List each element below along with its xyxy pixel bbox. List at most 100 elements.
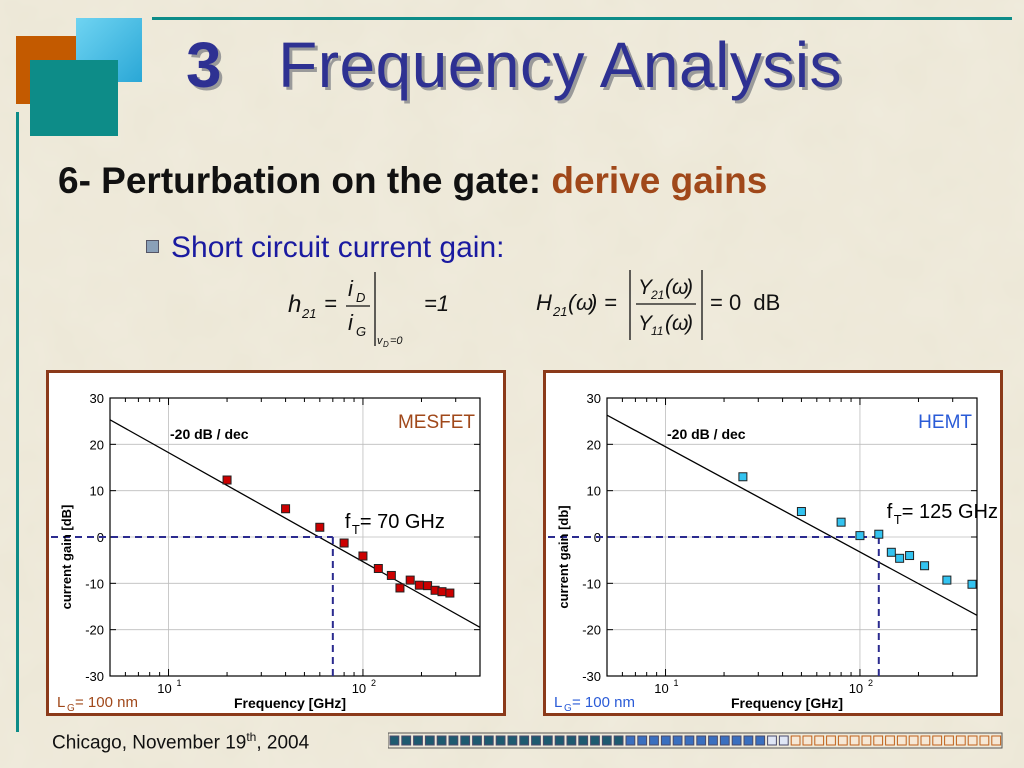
y-tick-label: -20 — [582, 623, 601, 638]
svg-text:21: 21 — [301, 306, 316, 321]
bullet-text: Short circuit current gain: — [171, 231, 505, 264]
svg-text:(: ( — [568, 290, 578, 315]
gate-length-subscript: G — [67, 703, 75, 713]
svg-text:=: = — [324, 291, 337, 316]
title-text: Frequency Analysis — [278, 29, 843, 101]
progress-cell — [601, 735, 612, 746]
data-point — [967, 579, 977, 589]
x-tick-label-exponent: 1 — [674, 678, 679, 688]
decor-line-top — [152, 17, 1012, 20]
ft-label-value: = 125 GHz — [902, 501, 998, 523]
H21-result: = 0 dB — [710, 290, 780, 315]
y-tick-label: -30 — [85, 669, 104, 684]
ft-label-subscript: T — [352, 522, 360, 537]
progress-cell — [696, 735, 707, 746]
data-point — [386, 570, 396, 580]
svg-text:h: h — [288, 291, 301, 318]
progress-cell — [424, 735, 435, 746]
footer-city: Chicago, November 19 — [52, 732, 247, 754]
progress-cell — [767, 735, 777, 746]
plot-frame — [606, 397, 978, 677]
progress-cell — [672, 735, 683, 746]
svg-text:): ) — [683, 312, 693, 335]
svg-text:=: = — [604, 290, 617, 315]
section-heading-prefix: 6- Perturbation on the gate: — [58, 160, 552, 201]
progress-cell — [460, 735, 471, 746]
svg-text:i: i — [348, 276, 354, 301]
progress-cell — [542, 735, 553, 746]
progress-cell — [873, 735, 884, 746]
data-point — [405, 575, 415, 585]
x-axis-label: Frequency [GHz] — [731, 695, 843, 711]
progress-cell — [743, 735, 754, 746]
progress-cell — [778, 735, 789, 746]
plot-frame — [109, 397, 481, 677]
x-tick-label: 10 — [352, 681, 366, 696]
gate-length-value: = 100 nm — [75, 694, 138, 711]
progress-cell — [731, 735, 742, 746]
x-axis-label: Frequency [GHz] — [234, 695, 346, 711]
progress-cell — [625, 735, 636, 746]
y-tick-label: -20 — [85, 623, 104, 638]
bullet-square-icon — [146, 240, 159, 253]
data-point — [315, 522, 325, 532]
gate-length-value: = 100 nm — [572, 694, 635, 711]
progress-cell — [932, 735, 943, 746]
data-point — [942, 575, 952, 585]
progress-cell — [979, 735, 990, 746]
progress-cell — [531, 735, 541, 746]
progress-cell — [885, 735, 895, 746]
progress-cell — [991, 735, 1002, 746]
svg-text:D: D — [383, 340, 389, 349]
progress-cell — [578, 735, 589, 746]
svg-text:H: H — [536, 290, 552, 315]
svg-text:(: ( — [665, 276, 674, 299]
data-point — [445, 588, 455, 598]
progress-cell — [908, 735, 919, 746]
gate-length-subscript: G — [564, 703, 572, 713]
data-point — [437, 587, 447, 597]
progress-cell — [649, 735, 659, 746]
decor-line-left — [16, 112, 19, 732]
progress-cell — [814, 735, 825, 746]
footer-year: , 2004 — [256, 732, 310, 754]
progress-cell — [684, 735, 695, 746]
footer-superscript: th — [246, 730, 257, 744]
progress-cell — [613, 735, 624, 746]
fit-line — [607, 414, 977, 616]
svg-text:G: G — [356, 324, 366, 339]
x-tick-label-exponent: 1 — [177, 678, 182, 688]
bullet-item: Short circuit current gain: — [146, 231, 504, 265]
progress-cell — [413, 735, 423, 746]
y-tick-label: -30 — [582, 669, 601, 684]
page-title: 3 Frequency Analysis — [186, 28, 842, 102]
data-point — [414, 580, 424, 590]
svg-text:v: v — [377, 335, 384, 347]
y-tick-label: 30 — [90, 391, 104, 406]
progress-cell — [495, 735, 506, 746]
progress-cell — [389, 735, 400, 746]
y-tick-label: 20 — [90, 437, 104, 452]
progress-strip — [388, 732, 1003, 749]
y-tick-label: 10 — [587, 484, 601, 499]
data-point — [423, 581, 433, 591]
slope-label: -20 dB / dec — [170, 426, 249, 442]
x-tick-label: 10 — [654, 681, 668, 696]
svg-text:D: D — [356, 290, 365, 305]
svg-text:): ) — [683, 276, 693, 299]
progress-cell — [660, 735, 671, 746]
y-tick-label: -10 — [582, 576, 601, 591]
progress-cell — [566, 735, 577, 746]
svg-text:21: 21 — [552, 304, 567, 319]
svg-text:(: ( — [665, 312, 674, 335]
footer-date: Chicago, November 19th, 2004 — [52, 730, 309, 754]
progress-cell — [826, 735, 836, 746]
progress-cell — [483, 735, 494, 746]
data-point — [905, 551, 915, 561]
progress-cell — [944, 735, 954, 746]
progress-cell — [896, 735, 907, 746]
progress-frame — [388, 732, 1003, 749]
